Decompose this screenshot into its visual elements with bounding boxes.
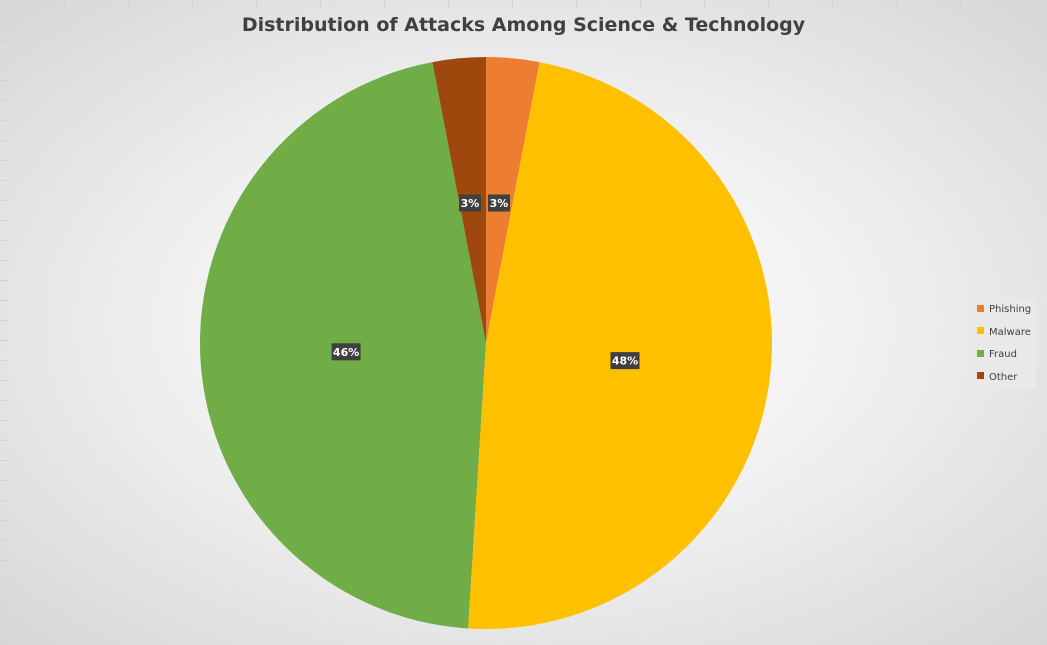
grid-tick xyxy=(1024,0,1025,8)
legend-swatch xyxy=(977,304,984,312)
grid-tick xyxy=(0,200,8,201)
grid-tick xyxy=(0,280,8,281)
grid-tick xyxy=(0,380,8,381)
legend-swatch xyxy=(977,327,984,334)
data-label-box xyxy=(459,194,481,212)
grid-tick xyxy=(0,140,8,141)
grid-tick xyxy=(0,80,8,81)
legend-item-other: Other xyxy=(977,371,1017,385)
grid-tick xyxy=(64,0,65,8)
grid-tick xyxy=(0,480,8,481)
grid-tick xyxy=(0,260,8,261)
data-label-malware: 48% xyxy=(610,352,640,370)
grid-tick xyxy=(0,360,8,361)
grid-tick xyxy=(448,0,449,8)
data-label-box xyxy=(610,352,640,370)
data-label-text: 48% xyxy=(612,355,638,368)
pie-slice-phishing xyxy=(486,57,540,343)
grid-tick xyxy=(384,0,385,8)
grid-tick xyxy=(0,460,8,461)
grid-tick xyxy=(0,240,8,241)
grid-tick xyxy=(0,540,8,541)
data-label-text: 3% xyxy=(490,197,509,210)
legend-label: Malware xyxy=(989,326,1031,338)
legend-item-malware: Malware xyxy=(977,326,1031,340)
legend-label: Fraud xyxy=(989,349,1017,360)
grid-tick xyxy=(960,0,961,8)
grid-tick xyxy=(0,580,8,581)
grid-tick xyxy=(256,0,257,8)
chart-title: Distribution of Attacks Among Science & … xyxy=(241,14,806,36)
grid-tick xyxy=(576,0,577,8)
legend-swatch xyxy=(977,349,984,357)
legend-swatch xyxy=(977,372,984,379)
grid-tick xyxy=(832,0,833,8)
grid-tick xyxy=(0,340,8,341)
grid-tick xyxy=(0,20,8,21)
grid-tick xyxy=(0,300,8,301)
grid-tick xyxy=(320,0,321,8)
data-label-box xyxy=(331,343,361,361)
grid-tick xyxy=(0,160,8,161)
grid-tick xyxy=(0,420,8,421)
grid-tick xyxy=(640,0,641,8)
grid-tick xyxy=(128,0,129,8)
grid-tick xyxy=(0,640,8,641)
grid-tick xyxy=(0,560,8,561)
grid-tick xyxy=(0,500,8,501)
grid-tick xyxy=(0,520,8,521)
legend-label: Phishing xyxy=(989,304,1032,315)
grid-tick xyxy=(0,440,8,441)
grid-tick xyxy=(512,0,513,8)
grid-tick xyxy=(896,0,897,8)
legend-label: Other xyxy=(989,371,1018,383)
grid-tick xyxy=(704,0,705,8)
grid-tick xyxy=(0,180,8,181)
grid-tick xyxy=(768,0,769,8)
data-label-text: 3% xyxy=(461,197,480,210)
grid-tick xyxy=(0,100,8,101)
grid-tick xyxy=(192,0,193,8)
data-label-other: 3% xyxy=(459,194,481,212)
data-label-phishing: 3% xyxy=(488,194,510,212)
legend-item-fraud: Fraud xyxy=(977,348,1017,362)
data-label-fraud: 46% xyxy=(331,343,361,361)
grid-tick xyxy=(0,620,8,621)
grid-tick xyxy=(0,40,8,41)
data-label-box xyxy=(488,194,510,212)
grid-tick xyxy=(0,220,8,221)
legend: Phishing Malware Fraud Other xyxy=(972,298,1036,389)
pie-slice-malware xyxy=(468,62,773,630)
legend-item-phishing: Phishing xyxy=(977,303,1031,317)
grid-tick xyxy=(0,120,8,121)
data-label-text: 46% xyxy=(333,346,359,359)
grid-tick xyxy=(0,400,8,401)
grid-tick xyxy=(0,600,8,601)
grid-tick xyxy=(0,60,8,61)
grid-tick xyxy=(0,320,8,321)
